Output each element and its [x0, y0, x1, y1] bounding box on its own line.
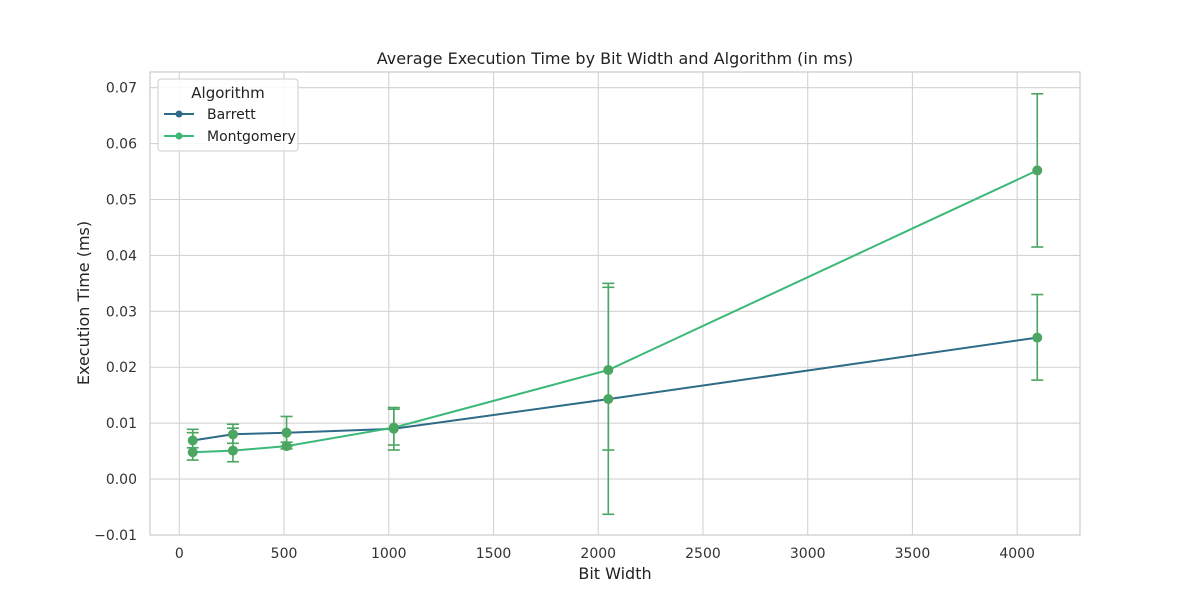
data-point-montgomery — [187, 447, 198, 458]
data-point-barrett — [227, 429, 238, 440]
x-axis-label: Bit Width — [578, 564, 651, 583]
plot-frame — [149, 71, 1081, 536]
x-tick-label: 3500 — [895, 546, 931, 562]
x-tick-label: 3000 — [790, 546, 826, 562]
y-tick-label: 0.05 — [106, 192, 137, 208]
data-point-barrett — [281, 427, 292, 438]
y-tick-label: 0.03 — [106, 304, 137, 320]
series-line-barrett — [192, 336, 1038, 442]
y-tick-label: 0.06 — [106, 137, 137, 153]
x-tick-label: 1000 — [371, 546, 407, 562]
data-point-barrett — [603, 394, 614, 405]
y-tick-label: 0.07 — [106, 81, 137, 97]
legend-title: Algorithm — [191, 84, 264, 102]
y-tick-label: −0.01 — [94, 528, 137, 544]
legend-entries: Barrett Montgomery — [164, 107, 296, 145]
legend-swatch-marker — [175, 132, 183, 140]
data-point-montgomery — [603, 365, 614, 376]
legend-label-barrett: Barrett — [207, 107, 256, 123]
markers — [187, 165, 1043, 458]
x-tick-label: 1500 — [476, 546, 512, 562]
y-axis-label: Execution Time (ms) — [74, 221, 93, 385]
data-point-montgomery — [388, 422, 399, 433]
x-tick-label: 500 — [271, 546, 298, 562]
series-line-montgomery — [192, 169, 1038, 454]
data-point-barrett — [1032, 332, 1043, 343]
x-tick-label: 0 — [175, 546, 184, 562]
legend-entry-barrett: Barrett — [164, 107, 256, 123]
data-point-montgomery — [281, 441, 292, 452]
legend-entry-montgomery: Montgomery — [164, 129, 296, 145]
x-tick-labels: 0 500 1000 1500 2000 2500 3000 3500 4000 — [175, 546, 1035, 562]
x-tick-label: 2500 — [685, 546, 721, 562]
y-tick-labels: −0.01 0.00 0.01 0.02 0.03 0.04 0.05 0.06 0.07 — [94, 81, 137, 544]
legend-label-montgomery: Montgomery — [207, 129, 296, 145]
y-tick-label: 0.00 — [106, 472, 137, 488]
y-tick-label: 0.01 — [106, 416, 137, 432]
chart-title: Average Execution Time by Bit Width and … — [377, 49, 853, 68]
data-point-montgomery — [227, 445, 238, 456]
legend: Algorithm Barrett Montgomery — [157, 78, 299, 152]
data-point-montgomery — [1032, 165, 1043, 176]
series-lines — [192, 169, 1038, 454]
data-point-barrett — [187, 435, 198, 446]
x-tick-label: 2000 — [580, 546, 616, 562]
y-tick-label: 0.02 — [106, 360, 137, 376]
y-tick-label: 0.04 — [106, 248, 137, 264]
legend-swatch-marker — [175, 110, 183, 118]
legend-box — [157, 78, 299, 152]
x-tick-label: 4000 — [999, 546, 1035, 562]
